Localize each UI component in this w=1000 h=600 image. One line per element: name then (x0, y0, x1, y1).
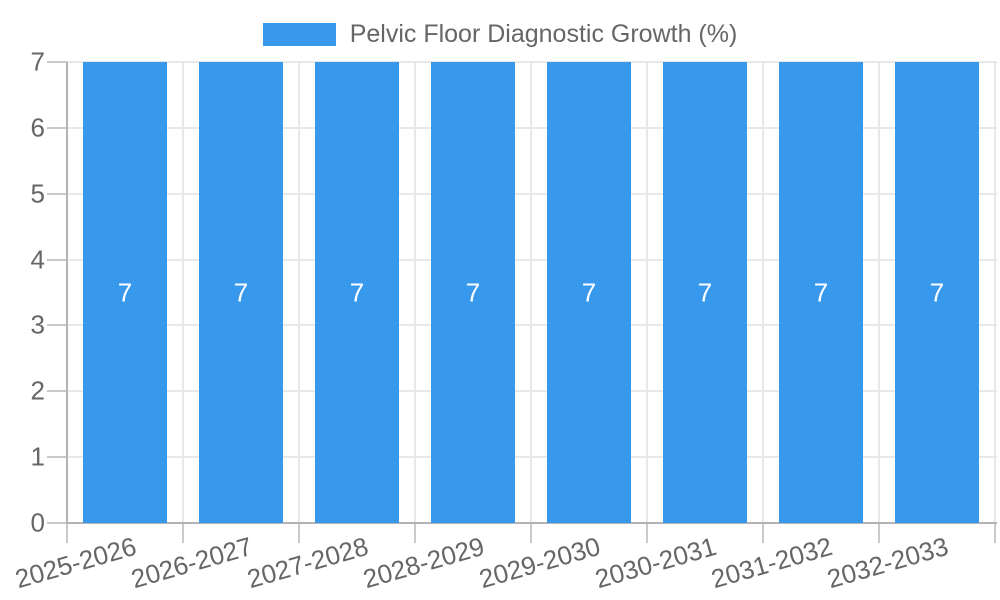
h-gridline (67, 193, 997, 195)
bar-value-label: 7 (813, 277, 829, 308)
v-gridline (414, 62, 416, 523)
y-axis-tick (47, 61, 67, 63)
legend-swatch (262, 23, 336, 46)
x-axis-tick (530, 523, 532, 543)
y-axis-line (66, 62, 68, 523)
y-axis-tick (47, 259, 67, 261)
legend-label: Pelvic Floor Diagnostic Growth (%) (349, 20, 738, 48)
x-axis-tick (646, 523, 648, 543)
bar-value-label: 7 (929, 277, 945, 308)
y-axis-tick (47, 456, 67, 458)
bar-value-label: 7 (581, 277, 597, 308)
y-axis-tick (47, 127, 67, 129)
bar[interactable] (779, 62, 863, 523)
bar[interactable] (895, 62, 979, 523)
y-tick-label: 0 (30, 507, 45, 538)
x-axis-tick (414, 523, 416, 543)
h-gridline (67, 324, 997, 326)
bar[interactable] (315, 62, 399, 523)
x-tick-label: 2030-2031 (591, 531, 720, 595)
bar-value-label: 7 (117, 277, 133, 308)
v-gridline (994, 62, 996, 523)
x-tick-label: 2029-2030 (475, 531, 604, 595)
bar[interactable] (547, 62, 631, 523)
bar[interactable] (83, 62, 167, 523)
x-tick-label: 2027-2028 (243, 531, 372, 595)
y-tick-label: 6 (30, 112, 45, 143)
x-tick-label: 2025-2026 (11, 531, 140, 595)
legend[interactable]: Pelvic Floor Diagnostic Growth (%) (0, 20, 1000, 49)
y-axis-tick (47, 193, 67, 195)
bar-value-label: 7 (697, 277, 713, 308)
x-tick-label: 2026-2027 (127, 531, 256, 595)
y-axis-tick (47, 390, 67, 392)
x-tick-label: 2028-2029 (359, 531, 488, 595)
v-gridline (298, 62, 300, 523)
x-axis-tick (762, 523, 764, 543)
y-tick-label: 1 (30, 441, 45, 472)
y-tick-label: 3 (30, 309, 45, 340)
x-axis-tick (878, 523, 880, 543)
x-axis-tick (298, 523, 300, 543)
y-tick-label: 4 (30, 244, 45, 275)
y-axis-tick (47, 324, 67, 326)
x-tick-label: 2032-2033 (823, 531, 952, 595)
h-gridline (67, 259, 997, 261)
v-gridline (182, 62, 184, 523)
y-axis-tick (47, 522, 67, 524)
bar-value-label: 7 (465, 277, 481, 308)
h-gridline (67, 61, 997, 63)
bar[interactable] (199, 62, 283, 523)
h-gridline (67, 390, 997, 392)
h-gridline (67, 127, 997, 129)
x-axis-line (66, 522, 997, 524)
v-gridline (878, 62, 880, 523)
x-tick-label: 2031-2032 (707, 531, 836, 595)
y-tick-label: 5 (30, 178, 45, 209)
x-axis-tick (182, 523, 184, 543)
bar[interactable] (663, 62, 747, 523)
x-axis-tick (66, 523, 68, 543)
y-tick-label: 7 (30, 46, 45, 77)
x-axis-tick (994, 523, 996, 543)
bar[interactable] (431, 62, 515, 523)
bar-value-label: 7 (233, 277, 249, 308)
h-gridline (67, 456, 997, 458)
bar-value-label: 7 (349, 277, 365, 308)
v-gridline (530, 62, 532, 523)
v-gridline (646, 62, 648, 523)
y-tick-label: 2 (30, 375, 45, 406)
v-gridline (762, 62, 764, 523)
